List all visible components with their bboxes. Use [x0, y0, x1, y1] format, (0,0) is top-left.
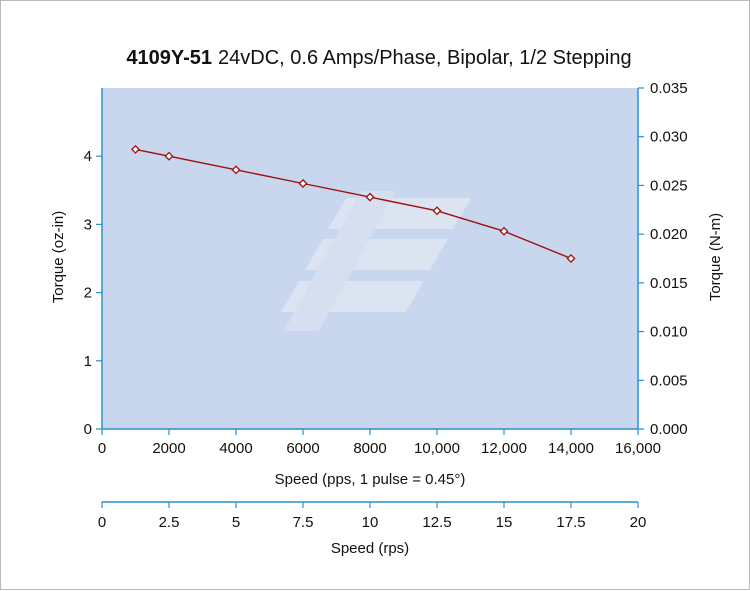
x2-tick-label: 12.5 — [422, 514, 451, 531]
data-point — [164, 151, 174, 161]
data-point — [499, 226, 509, 236]
chart-title-text: 24vDC, 0.6 Amps/Phase, Bipolar, 1/2 Step… — [218, 47, 632, 69]
y2-tick-label: 0.025 — [650, 177, 688, 194]
chart-title-model: 4109Y-51 — [126, 47, 212, 69]
y-tick-label: 1 — [84, 353, 92, 370]
x2-tick-label: 2.5 — [159, 514, 180, 531]
y2-tick-label: 0.010 — [650, 324, 688, 341]
y2-tick-label: 0.015 — [650, 275, 688, 292]
y2-tick-label: 0.035 — [650, 80, 688, 97]
y-tick-label: 3 — [84, 216, 92, 233]
data-point — [231, 165, 241, 175]
y2-tick-label: 0.020 — [650, 226, 688, 243]
watermark-logo — [281, 191, 471, 331]
axes: 0 2000 4000 6000 8000 10,000 12,000 14,000 16,00… — [84, 80, 688, 531]
x2-tick-label: 0 — [98, 514, 106, 531]
x-tick-label: 16,000 — [615, 440, 661, 457]
x-tick-label: 8000 — [353, 440, 386, 457]
x2-tick-label: 10 — [362, 514, 379, 531]
series-torque — [130, 144, 576, 264]
x2-axis-label: Speed (rps) — [331, 540, 409, 557]
data-point — [566, 253, 576, 264]
y2-tick-label: 0.030 — [650, 129, 688, 146]
data-point — [432, 206, 442, 216]
y2-axis-label: Torque (N-m) — [707, 213, 724, 301]
y2-tick-label: 0.000 — [650, 421, 688, 438]
x-tick-label: 0 — [98, 440, 106, 457]
y-tick-label: 4 — [84, 148, 92, 165]
x-tick-label: 4000 — [219, 440, 252, 457]
x2-tick-label: 5 — [232, 514, 240, 531]
x-tick-label: 6000 — [286, 440, 319, 457]
y-tick-label: 0 — [84, 421, 92, 438]
torque-curve-line — [135, 148, 572, 260]
chart-title: 4109Y-51 24vDC, 0.6 Amps/Phase, Bipolar, … — [126, 47, 631, 69]
data-point — [365, 192, 375, 202]
data-point — [130, 144, 141, 154]
y-tick-label: 2 — [84, 285, 92, 302]
x2-tick-label: 20 — [630, 514, 647, 531]
x-tick-label: 10,000 — [414, 440, 460, 457]
x-tick-label: 2000 — [152, 440, 185, 457]
x-axis-label: Speed (pps, 1 pulse = 0.45°) — [275, 471, 466, 488]
data-point — [298, 178, 308, 188]
x-tick-label: 14,000 — [548, 440, 594, 457]
x2-tick-label: 17.5 — [556, 514, 585, 531]
y2-tick-label: 0.005 — [650, 372, 688, 389]
x2-tick-label: 7.5 — [293, 514, 314, 531]
y-axis-label: Torque (oz-in) — [50, 211, 67, 304]
x-tick-label: 12,000 — [481, 440, 527, 457]
x2-tick-label: 15 — [496, 514, 513, 531]
